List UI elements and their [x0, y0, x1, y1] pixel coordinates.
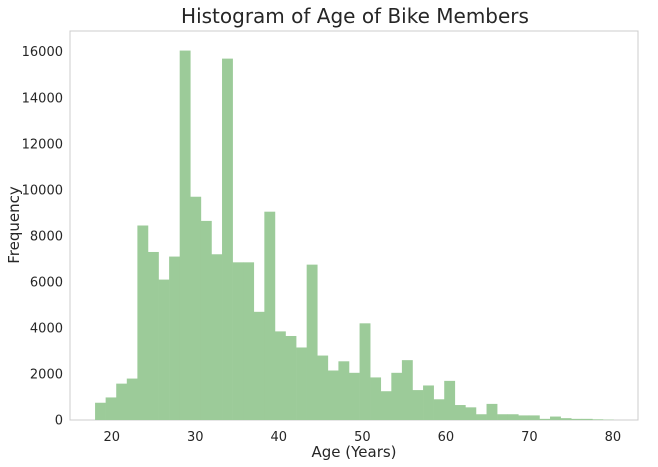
histogram-bar — [423, 385, 434, 420]
histogram-bar — [433, 399, 445, 420]
y-tick-label: 8000 — [30, 229, 63, 244]
x-tick-labels: 20 30 40 50 60 70 80 — [103, 430, 621, 445]
histogram-bar — [412, 390, 424, 420]
histogram-bar — [95, 402, 106, 420]
histogram-bar — [105, 397, 117, 420]
histogram-bar — [274, 331, 286, 420]
histogram-bar — [560, 418, 572, 420]
histogram-bar — [571, 418, 583, 420]
histogram-bar — [317, 355, 329, 420]
histogram-bar — [486, 403, 498, 420]
x-axis-label: Age (Years) — [311, 443, 396, 461]
histogram-bar — [539, 418, 551, 420]
histogram-bar — [222, 58, 233, 421]
histogram-bar — [190, 196, 202, 420]
histogram-bar — [475, 414, 487, 420]
histogram-bar — [116, 383, 128, 420]
x-tick-label: 40 — [271, 430, 288, 445]
histogram-bar — [285, 335, 297, 420]
y-tick-label: 6000 — [30, 275, 63, 290]
histogram-bar — [380, 391, 392, 420]
y-tick-label: 12000 — [22, 137, 63, 152]
histogram-bar — [391, 372, 403, 420]
x-tick-label: 30 — [187, 430, 204, 445]
histogram-bar — [528, 415, 540, 420]
histogram-bar — [338, 361, 350, 420]
histogram-bar — [147, 251, 159, 420]
histogram-bar — [169, 256, 180, 420]
histogram-bar — [465, 407, 477, 420]
x-tick-label: 60 — [438, 430, 455, 445]
histogram-bar — [179, 50, 191, 420]
y-tick-label: 14000 — [22, 91, 63, 106]
histogram-bar — [211, 254, 223, 420]
histogram-bar — [581, 418, 593, 420]
histogram-bar — [327, 370, 339, 420]
histogram-bar — [253, 311, 265, 420]
histogram-bar — [137, 225, 149, 420]
x-tick-label: 20 — [103, 430, 120, 445]
histogram-bar — [243, 262, 255, 420]
x-tick-label: 80 — [605, 430, 622, 445]
histogram-bar — [401, 360, 413, 420]
y-tick-label: 10000 — [22, 183, 63, 198]
x-tick-label: 50 — [354, 430, 371, 445]
histogram-bar — [158, 279, 170, 420]
y-tick-labels: 0 2000 4000 6000 8000 10000 12000 14000 16000 — [22, 45, 63, 428]
histogram-bar — [232, 262, 244, 420]
y-tick-label: 4000 — [30, 321, 63, 336]
histogram-bar — [200, 220, 212, 420]
y-axis-label: Frequency — [5, 186, 23, 264]
histogram-bar — [454, 405, 466, 420]
histogram-bar — [348, 372, 360, 420]
histogram-bar — [359, 323, 371, 420]
histogram-bar — [518, 415, 530, 420]
histogram-bar — [264, 211, 276, 420]
y-tick-label: 0 — [55, 414, 63, 429]
histogram-bar — [126, 378, 138, 420]
histogram-bar — [550, 416, 561, 420]
histogram-bar — [306, 264, 318, 420]
histogram-bar — [444, 380, 456, 420]
x-tick-label: 70 — [521, 430, 538, 445]
y-tick-label: 2000 — [30, 367, 63, 382]
histogram-bar — [370, 377, 382, 420]
chart-title: Histogram of Age of Bike Members — [181, 4, 529, 28]
histogram-bar — [507, 414, 519, 420]
histogram-bar — [592, 419, 604, 420]
histogram-bar — [497, 414, 508, 420]
bars-group — [95, 50, 614, 421]
histogram-bar — [296, 347, 307, 420]
y-tick-label: 16000 — [22, 45, 63, 60]
